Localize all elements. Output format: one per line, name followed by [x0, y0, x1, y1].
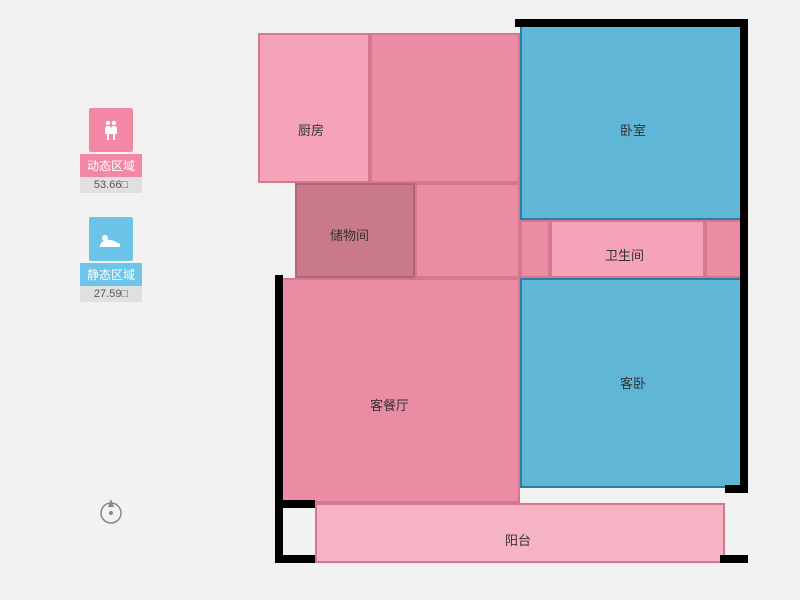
floorplan: 厨房卧室储物间卫生间客餐厅客卧阳台 — [250, 25, 750, 575]
outer-wall-3 — [275, 555, 315, 563]
people-icon — [89, 108, 133, 152]
outer-wall-0 — [515, 19, 747, 27]
outer-wall-5 — [725, 485, 748, 493]
sleep-icon — [89, 217, 133, 261]
legend-static-value: 27.59□ — [80, 286, 142, 302]
legend: 动态区域 53.66□ 静态区域 27.59□ — [80, 108, 142, 326]
outer-wall-6 — [275, 500, 315, 508]
legend-dynamic-label: 动态区域 — [80, 154, 142, 177]
room-hall_right — [705, 220, 742, 278]
room-bedroom1 — [520, 25, 742, 220]
legend-dynamic: 动态区域 53.66□ — [80, 108, 142, 193]
room-hall1 — [415, 183, 520, 278]
room-storage — [295, 183, 415, 278]
room-bathroom — [550, 220, 705, 278]
outer-wall-1 — [740, 19, 748, 491]
room-living — [280, 278, 520, 503]
compass-icon — [95, 495, 127, 527]
room-corridor1 — [370, 33, 520, 183]
room-bedroom2 — [520, 278, 742, 488]
room-hallstrip — [520, 220, 550, 278]
legend-static: 静态区域 27.59□ — [80, 217, 142, 302]
outer-wall-4 — [720, 555, 748, 563]
room-kitchen — [258, 33, 370, 183]
legend-static-label: 静态区域 — [80, 263, 142, 286]
outer-wall-2 — [275, 275, 283, 563]
room-balcony — [315, 503, 725, 563]
legend-dynamic-value: 53.66□ — [80, 177, 142, 193]
